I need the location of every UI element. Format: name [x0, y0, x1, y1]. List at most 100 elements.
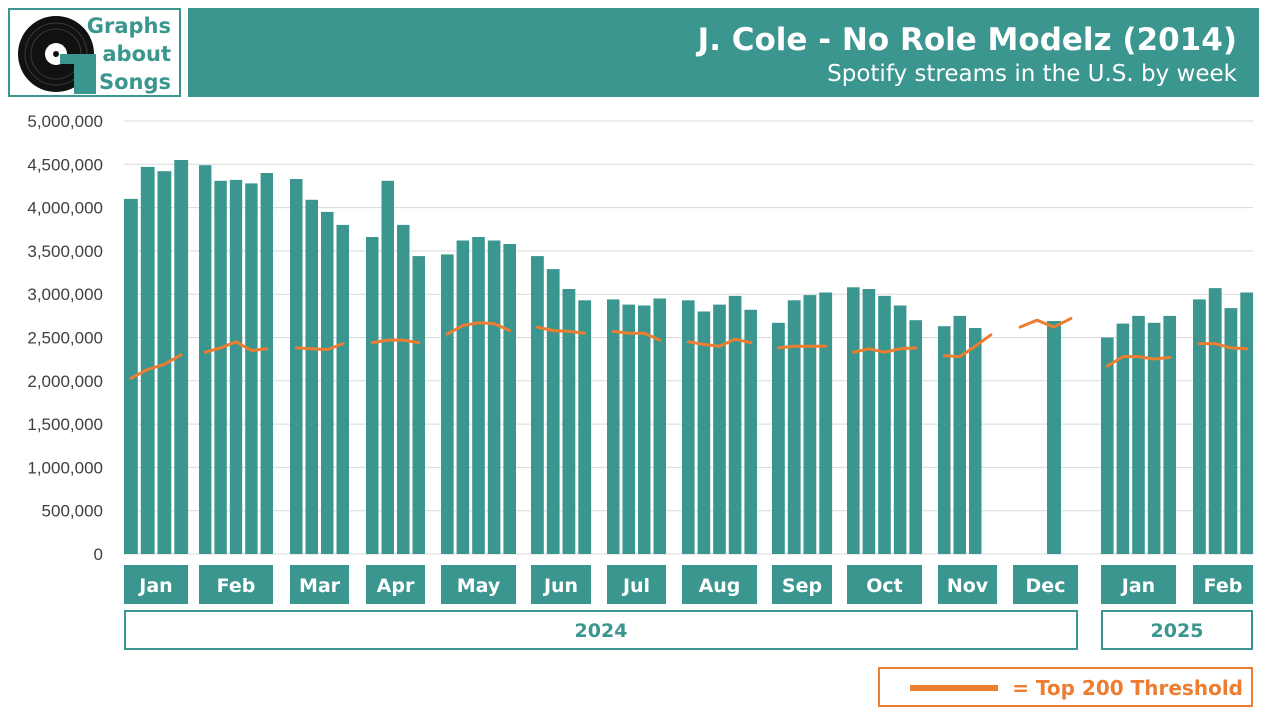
month-label-box [124, 565, 188, 604]
year-labels: 2024 2025 [124, 610, 1253, 650]
month-label: Apr [377, 575, 415, 597]
y-tick-label: 1,500,000 [27, 415, 103, 434]
title-banner: J. Cole - No Role Modelz (2014) Spotify … [188, 8, 1259, 97]
stream-bar [578, 300, 592, 554]
year-label-box [1101, 610, 1253, 650]
month-label: Oct [866, 575, 903, 597]
y-tick-label: 2,000,000 [27, 372, 103, 391]
stream-bar [472, 237, 485, 554]
month-label-box [847, 565, 922, 604]
stream-bar [381, 180, 394, 555]
stream-bar [487, 240, 501, 554]
threshold-line [535, 325, 587, 335]
month-label-box [938, 565, 997, 604]
stream-bar [1047, 321, 1061, 554]
month-label: Jan [1120, 575, 1155, 597]
month-label: May [457, 575, 501, 597]
stream-bar [697, 311, 711, 554]
stream-bar [953, 315, 966, 554]
stream-bar [847, 287, 860, 554]
stream-bar [366, 237, 379, 554]
stream-bar [653, 298, 666, 554]
y-tick-label: 4,000,000 [27, 199, 103, 218]
logo: Graphs about Songs [8, 8, 181, 97]
stream-bar [140, 166, 155, 554]
month-label-box [290, 565, 349, 604]
stream-bar [1163, 315, 1176, 554]
logo-text: Graphs about Songs [87, 12, 171, 96]
threshold-line [776, 344, 828, 350]
stream-bar [214, 180, 227, 555]
month-label-box [682, 565, 757, 604]
y-tick-label: 5,000,000 [27, 112, 103, 131]
stream-bar [1193, 299, 1206, 554]
y-tick-label: 3,000,000 [27, 285, 103, 304]
threshold-lines [129, 316, 1249, 380]
stream-bar [638, 305, 651, 554]
stream-bar [969, 328, 982, 554]
stream-bar [713, 304, 726, 554]
y-axis-ticks: 0 500,000 1,000,000 1,500,000 2,000,000 2,500… [27, 112, 103, 564]
y-tick-label: 4,500,000 [27, 155, 103, 174]
stream-bar [1240, 292, 1254, 554]
month-label: Feb [217, 575, 256, 597]
threshold-line [611, 329, 662, 342]
threshold-line [686, 337, 753, 348]
stream-bar [503, 244, 516, 554]
threshold-line [1018, 316, 1073, 329]
stream-bar [321, 211, 334, 554]
threshold-line [942, 333, 993, 359]
stream-bar [803, 295, 817, 554]
stream-bar [531, 256, 544, 554]
stream-bar [397, 224, 410, 554]
stream-bar [245, 183, 258, 554]
month-label-box [1193, 565, 1253, 604]
stream-bars [124, 160, 1254, 555]
month-label: Aug [699, 575, 741, 597]
month-label-box [441, 565, 516, 604]
year-label: 2024 [575, 620, 628, 642]
stream-bar [938, 326, 951, 554]
threshold-line [203, 340, 269, 354]
threshold-line [851, 346, 918, 354]
stream-bar [1101, 337, 1114, 554]
stream-bar [607, 299, 620, 554]
stream-bar [878, 295, 891, 554]
month-label-box [607, 565, 666, 604]
stream-bar [336, 224, 349, 554]
month-label: Dec [1026, 575, 1066, 597]
month-label-box [199, 565, 273, 604]
stream-bar [305, 199, 318, 555]
stream-bar [728, 295, 742, 554]
legend-threshold-swatch [910, 685, 998, 691]
month-label-box [531, 565, 591, 604]
threshold-line [294, 342, 345, 352]
stream-bar [199, 165, 212, 554]
vinyl-record-icon [18, 16, 96, 94]
chart-title: J. Cole - No Role Modelz (2014) [697, 22, 1237, 58]
stream-bar [124, 198, 138, 554]
stream-bar [819, 292, 833, 554]
logo-line: Graphs [86, 14, 171, 38]
month-label: Jan [137, 575, 172, 597]
logo-line: Songs [98, 70, 171, 94]
stream-bar [562, 289, 576, 554]
chart-subtitle: Spotify streams in the U.S. by week [827, 61, 1237, 87]
stream-bar [772, 322, 785, 554]
logo-line: about [102, 42, 171, 66]
stream-bar [456, 240, 470, 554]
stream-bar [1147, 322, 1161, 554]
stream-bar [744, 309, 757, 554]
y-tick-label: 3,500,000 [27, 242, 103, 261]
month-label-box [1013, 565, 1078, 604]
threshold-line [370, 338, 421, 345]
month-label: Nov [947, 575, 989, 597]
stream-bar [622, 304, 635, 554]
stream-bar [862, 289, 876, 554]
stream-bar [1132, 315, 1145, 554]
stream-bar [1208, 288, 1222, 554]
legend: = Top 200 Threshold [878, 667, 1253, 707]
month-label-box [1101, 565, 1176, 604]
y-tick-label: 0 [94, 545, 103, 564]
year-label: 2025 [1151, 620, 1204, 642]
